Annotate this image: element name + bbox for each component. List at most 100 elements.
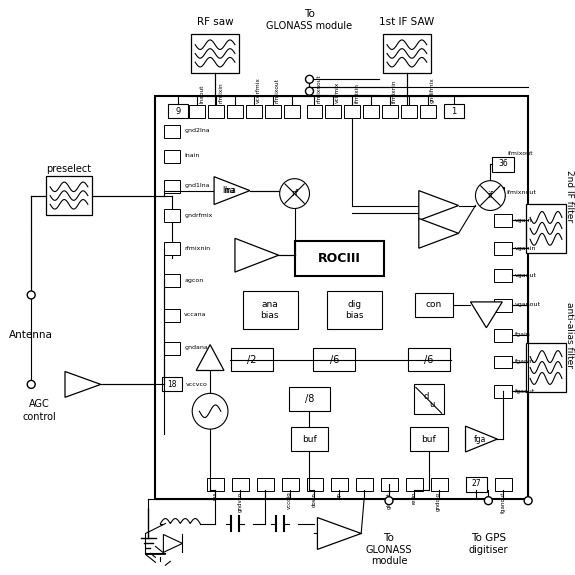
Bar <box>306 105 323 118</box>
Bar <box>162 377 182 392</box>
Text: RF saw: RF saw <box>197 17 233 26</box>
Circle shape <box>305 75 313 83</box>
Polygon shape <box>196 344 224 370</box>
Bar <box>356 478 373 490</box>
Polygon shape <box>470 302 503 328</box>
Text: lnaout: lnaout <box>199 85 204 103</box>
Text: gnddig: gnddig <box>436 492 441 511</box>
Circle shape <box>279 179 309 209</box>
Text: rf: rf <box>291 189 298 198</box>
Text: anti-alias filter: anti-alias filter <box>565 302 574 367</box>
Bar <box>444 104 463 118</box>
Text: /6: /6 <box>329 355 339 365</box>
Polygon shape <box>317 518 361 549</box>
Circle shape <box>192 393 228 429</box>
Bar <box>486 187 504 200</box>
Text: glsout: glsout <box>386 492 392 509</box>
Bar <box>492 157 514 172</box>
Text: gnd1lna: gnd1lna <box>184 183 210 188</box>
Bar <box>494 214 512 227</box>
Polygon shape <box>466 426 497 452</box>
Bar <box>164 179 181 193</box>
Bar <box>164 150 181 163</box>
Bar <box>46 176 92 216</box>
Text: vccvco: vccvco <box>186 382 208 387</box>
Text: AGC: AGC <box>29 399 49 409</box>
Text: To GPS: To GPS <box>471 534 506 543</box>
Text: up: up <box>337 492 342 499</box>
Bar <box>164 125 181 138</box>
Polygon shape <box>419 218 459 248</box>
Text: res: res <box>213 492 217 500</box>
Text: 1: 1 <box>451 106 456 116</box>
Bar <box>231 348 273 371</box>
Text: 36: 36 <box>499 159 508 168</box>
Text: gndana: gndana <box>184 345 208 350</box>
Bar <box>431 478 447 490</box>
Text: 1st IF SAW: 1st IF SAW <box>380 17 435 26</box>
Text: gndvco: gndvco <box>237 492 243 512</box>
Text: down: down <box>312 492 317 507</box>
Circle shape <box>524 497 532 505</box>
Bar <box>383 33 431 74</box>
Text: lna: lna <box>222 186 235 195</box>
Bar <box>282 478 298 490</box>
Text: vganout: vganout <box>515 302 541 308</box>
Text: rfmixnout: rfmixnout <box>316 75 321 103</box>
Text: fgaout: fgaout <box>515 389 535 394</box>
Text: fga: fga <box>474 435 486 443</box>
Bar <box>401 105 417 118</box>
Text: module: module <box>371 556 407 566</box>
Bar <box>494 329 512 342</box>
Circle shape <box>305 87 313 95</box>
Bar <box>243 291 297 329</box>
Bar <box>227 105 243 118</box>
Text: rfmixout: rfmixout <box>275 78 279 103</box>
Bar <box>232 478 249 490</box>
Text: ROCIII: ROCIII <box>318 252 361 264</box>
Text: Antenna: Antenna <box>9 329 53 340</box>
Bar <box>155 96 528 499</box>
Bar <box>313 348 355 371</box>
Bar <box>344 105 360 118</box>
Bar <box>363 105 379 118</box>
Text: /2: /2 <box>247 355 256 365</box>
Bar <box>406 478 423 490</box>
Bar <box>495 478 512 490</box>
Text: ifmixin: ifmixin <box>354 83 359 103</box>
Bar <box>494 355 512 369</box>
Bar <box>164 274 181 287</box>
Bar <box>290 427 328 451</box>
Text: vganin: vganin <box>515 246 536 251</box>
Text: To: To <box>304 9 315 19</box>
Text: vcerfmix: vcerfmix <box>256 77 261 103</box>
Bar <box>408 348 450 371</box>
Text: digitiser: digitiser <box>469 545 508 555</box>
Bar <box>164 342 181 355</box>
Text: lnain: lnain <box>184 154 200 158</box>
Text: 18: 18 <box>167 380 177 389</box>
Text: u: u <box>429 400 435 409</box>
Polygon shape <box>419 190 459 220</box>
Circle shape <box>27 381 35 388</box>
Text: GLONASS module: GLONASS module <box>266 21 352 30</box>
Text: vgaout: vgaout <box>515 273 537 278</box>
Text: control: control <box>22 412 56 422</box>
Bar <box>208 105 224 118</box>
Bar <box>420 105 436 118</box>
Bar <box>306 478 323 490</box>
Text: fganout: fganout <box>501 492 506 513</box>
Bar <box>289 388 331 411</box>
Text: d: d <box>423 392 428 401</box>
Bar <box>410 427 447 451</box>
Bar <box>494 385 512 398</box>
Bar <box>494 269 512 282</box>
Text: gndifmix: gndifmix <box>430 78 435 103</box>
Text: gndrfmix: gndrfmix <box>184 213 213 218</box>
Text: lna: lna <box>224 186 236 195</box>
Bar <box>164 209 181 223</box>
Text: con: con <box>426 300 442 309</box>
Bar <box>207 478 224 490</box>
Text: vccdig: vccdig <box>287 492 292 509</box>
Polygon shape <box>235 238 279 272</box>
